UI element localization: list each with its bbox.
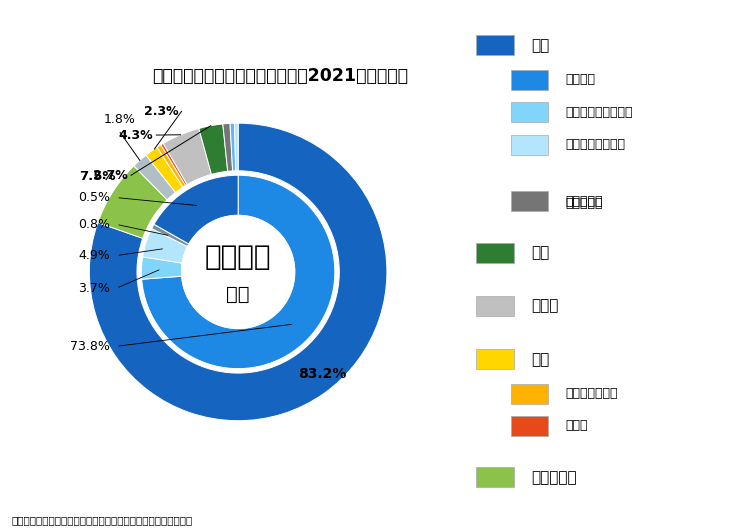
Bar [476, 243, 514, 262]
Bar [476, 35, 514, 56]
Text: コーヒー・ココア: コーヒー・ココア [565, 138, 625, 151]
Wedge shape [134, 155, 175, 200]
Text: 約２７０: 約２７０ [205, 243, 271, 271]
Wedge shape [141, 257, 182, 279]
Text: 乗車券: 乗車券 [565, 419, 588, 432]
Bar [511, 134, 548, 154]
Wedge shape [230, 123, 236, 171]
Wedge shape [154, 175, 238, 244]
Bar [511, 70, 548, 90]
Wedge shape [234, 123, 238, 171]
Bar [476, 349, 514, 369]
Text: 83.2%: 83.2% [298, 367, 346, 381]
Text: （資料）一般社団法人日本自動販売システム機械工業会公表資料: （資料）一般社団法人日本自動販売システム機械工業会公表資料 [11, 515, 193, 525]
Text: 飲料: 飲料 [531, 38, 550, 53]
Text: 食品: 食品 [531, 245, 550, 260]
Text: 7.5%: 7.5% [79, 170, 116, 183]
Wedge shape [141, 175, 335, 369]
Bar [511, 384, 548, 404]
Wedge shape [161, 143, 187, 186]
Wedge shape [98, 166, 167, 239]
Text: 4.3%: 4.3% [119, 129, 153, 142]
Bar [511, 102, 548, 122]
Text: 0.5%: 0.5% [78, 191, 110, 204]
Text: 自動販売機の普及台数と構成比（2021年末時点）: 自動販売機の普及台数と構成比（2021年末時点） [152, 67, 407, 85]
Text: 3.7%: 3.7% [79, 282, 110, 295]
Text: 券類: 券類 [531, 352, 550, 367]
Text: （カップ）: （カップ） [565, 197, 603, 209]
Bar [511, 416, 548, 436]
Wedge shape [163, 129, 212, 185]
Bar [476, 467, 514, 487]
Circle shape [181, 215, 295, 329]
Text: 酒・ビール: 酒・ビール [565, 195, 603, 208]
Wedge shape [223, 123, 233, 171]
Text: 1.8%: 1.8% [104, 114, 136, 126]
Text: 2.7%: 2.7% [93, 169, 128, 182]
Wedge shape [199, 124, 228, 175]
Wedge shape [152, 224, 189, 247]
Wedge shape [146, 147, 183, 193]
Text: 2.3%: 2.3% [144, 105, 178, 118]
Text: 4.9%: 4.9% [79, 249, 110, 262]
Bar [476, 296, 514, 316]
Wedge shape [157, 145, 185, 187]
Text: 73.8%: 73.8% [70, 340, 110, 353]
Text: 0.8%: 0.8% [78, 218, 110, 231]
Wedge shape [143, 229, 187, 263]
Text: 万台: 万台 [226, 285, 250, 304]
Wedge shape [89, 123, 387, 421]
Text: 食券・入場券他: 食券・入場券他 [565, 387, 618, 400]
Text: 日用品雑貨: 日用品雑貨 [531, 470, 577, 485]
Bar [511, 191, 548, 211]
Text: 清涼飲料: 清涼飲料 [565, 74, 596, 86]
Text: 乳飲料（紙パック）: 乳飲料（紙パック） [565, 106, 633, 118]
Text: たばこ: たばこ [531, 298, 559, 313]
